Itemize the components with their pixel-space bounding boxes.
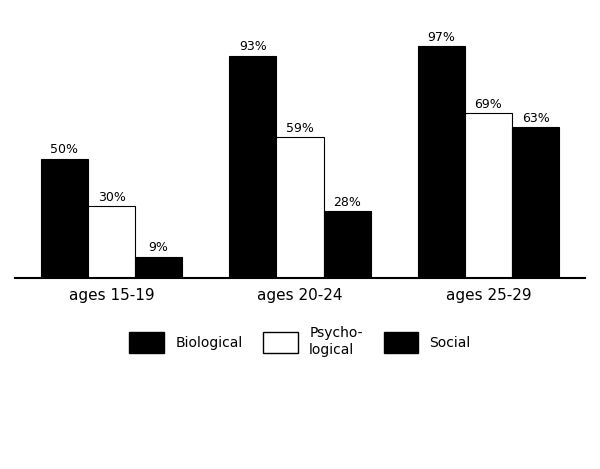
Bar — [277, 137, 323, 278]
Bar — [135, 257, 182, 278]
Bar — [512, 128, 559, 278]
Bar — [41, 159, 88, 278]
Bar — [323, 211, 371, 278]
Bar — [229, 56, 277, 278]
Text: 97%: 97% — [427, 31, 455, 44]
Text: 50%: 50% — [50, 143, 79, 156]
Bar — [465, 113, 512, 278]
Text: 69%: 69% — [475, 98, 502, 111]
Text: 93%: 93% — [239, 40, 267, 53]
Text: 28%: 28% — [333, 196, 361, 209]
Text: 30%: 30% — [98, 191, 125, 204]
Text: 63%: 63% — [521, 112, 550, 125]
Bar — [88, 206, 135, 278]
Text: 9%: 9% — [149, 242, 169, 254]
Legend: Biological, Psycho-
logical, Social: Biological, Psycho- logical, Social — [122, 319, 478, 363]
Text: 59%: 59% — [286, 121, 314, 135]
Bar — [418, 46, 465, 278]
